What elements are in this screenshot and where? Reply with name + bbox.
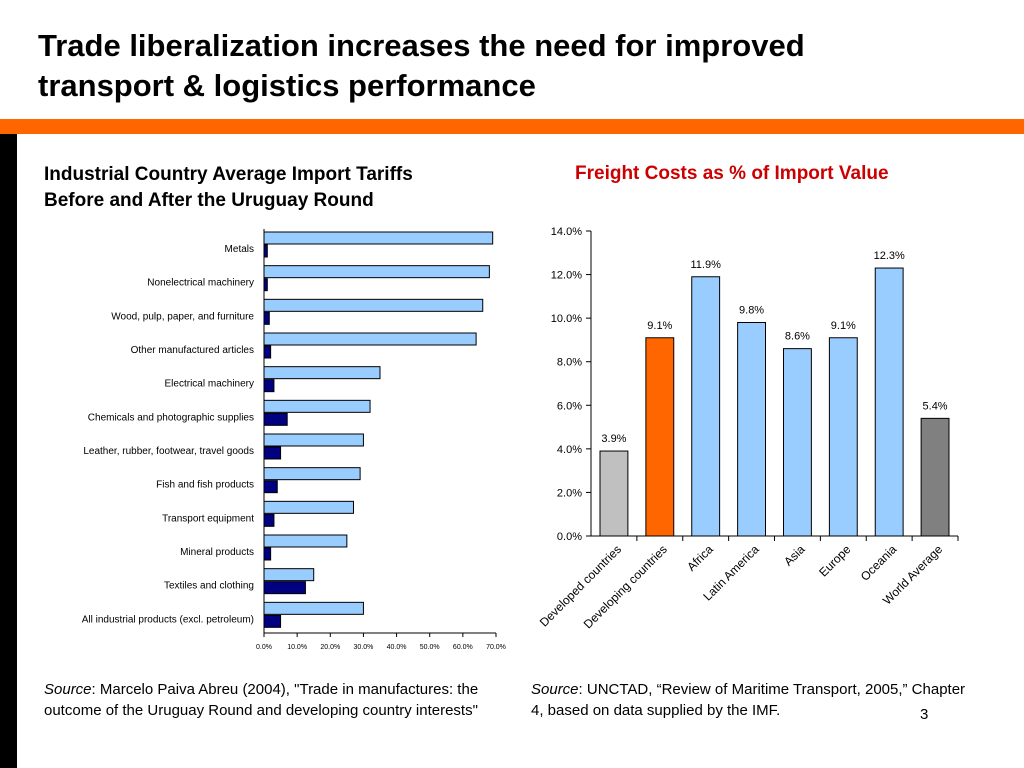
- tariff-x-tick-label: 20.0%: [320, 644, 340, 651]
- orange-divider: [0, 119, 1024, 134]
- tariff-x-tick-label: 70.0%: [486, 644, 506, 651]
- tariff-x-tick-label: 50.0%: [420, 644, 440, 651]
- freight-data-label: 11.9%: [691, 259, 722, 271]
- slide-title: Trade liberalization increases the need …: [38, 26, 998, 106]
- freight-y-tick-label: 10.0%: [551, 313, 582, 325]
- tariff-category-label: Metals: [225, 244, 254, 255]
- freight-bar: [783, 348, 812, 537]
- freight-category-label: Developed countries: [537, 542, 624, 629]
- source-right: Source: UNCTAD, “Review of Maritime Tran…: [531, 679, 981, 721]
- freight-bar: [599, 450, 629, 537]
- tariff-bar-after: [263, 480, 278, 494]
- tariff-category-label: Textiles and clothing: [164, 581, 254, 592]
- tariff-bar-after: [263, 547, 272, 561]
- tariff-bar-after: [263, 513, 275, 527]
- freight-y-tick-label: 4.0%: [557, 444, 582, 456]
- tariff-bar-before: [263, 601, 364, 615]
- left-chart-title-line-2: Before and After the Uruguay Round: [44, 190, 374, 211]
- freight-bar: [874, 267, 904, 537]
- tariff-category-label: Wood, pulp, paper, and furniture: [111, 311, 254, 322]
- tariff-category-label: Transport equipment: [162, 513, 254, 524]
- tariff-bar-chart: Metals Nonelectrical machinery Wood, pulp,…: [82, 229, 506, 651]
- right-chart-title: Freight Costs as % of Import Value: [575, 163, 889, 184]
- tariff-category-label: Nonelectrical machinery: [147, 278, 254, 289]
- source-left: Source: Marcelo Paiva Abreu (2004), "Tra…: [44, 679, 484, 721]
- tariff-bar-before: [263, 298, 484, 312]
- freight-bar: [920, 417, 950, 537]
- freight-data-label: 12.3%: [874, 250, 905, 262]
- tariff-bar-before: [263, 231, 494, 245]
- slide-title-line-1: Trade liberalization increases the need …: [38, 28, 805, 63]
- tariff-bar-before: [263, 500, 354, 514]
- tariff-bar-after: [263, 446, 282, 460]
- tariff-x-tick-label: 40.0%: [387, 644, 407, 651]
- freight-data-label: 5.4%: [923, 400, 948, 412]
- tariff-bar-before: [263, 568, 315, 582]
- freight-bar: [828, 337, 858, 537]
- tariff-x-tick-label: 10.0%: [287, 644, 307, 651]
- freight-category-label: Developing countries: [581, 542, 670, 631]
- freight-bar: [691, 276, 721, 537]
- tariff-bar-before: [263, 534, 348, 548]
- tariff-x-tick-label: 30.0%: [353, 644, 373, 651]
- freight-data-label: 9.8%: [739, 305, 764, 317]
- freight-bar: [645, 337, 675, 537]
- freight-y-tick-label: 14.0%: [551, 226, 582, 238]
- tariff-bar-after: [263, 311, 270, 325]
- freight-y-tick-label: 6.0%: [557, 400, 582, 412]
- freight-y-tick-label: 12.0%: [551, 270, 582, 282]
- tariff-bar-after: [263, 614, 282, 628]
- tariff-bar-before: [263, 433, 364, 447]
- freight-category-label: Oceania: [858, 542, 900, 584]
- freight-y-tick-label: 2.0%: [557, 487, 582, 499]
- page-number: 3: [920, 706, 929, 723]
- freight-data-label: 3.9%: [601, 433, 626, 445]
- tariff-bar-before: [263, 332, 477, 346]
- source-left-label: Source: [44, 681, 92, 698]
- tariff-x-tick-label: 0.0%: [256, 644, 272, 651]
- left-chart-title: Industrial Country Average Import Tariff…: [44, 162, 413, 214]
- tariff-bar-after: [263, 581, 306, 595]
- tariff-bar-after: [263, 412, 288, 426]
- tariff-category-label: Electrical machinery: [165, 379, 254, 390]
- freight-category-label: Europe: [816, 542, 853, 579]
- tariff-bar-before: [263, 467, 361, 481]
- tariff-x-tick-label: 60.0%: [453, 644, 473, 651]
- slide-title-line-2: transport & logistics performance: [38, 68, 536, 103]
- tariff-category-label: Other manufactured articles: [131, 345, 254, 356]
- freight-category-label: Africa: [684, 542, 716, 574]
- freight-y-tick-label: 8.0%: [557, 357, 582, 369]
- tariff-bar-before: [263, 265, 490, 279]
- source-right-label: Source: [531, 681, 579, 698]
- freight-y-tick-label: 0.0%: [557, 531, 582, 543]
- freight-bar: [737, 322, 766, 537]
- freight-data-label: 9.1%: [831, 320, 856, 332]
- freight-data-label: 8.6%: [785, 331, 810, 343]
- left-chart-title-line-1: Industrial Country Average Import Tariff…: [44, 164, 413, 185]
- source-left-text: : Marcelo Paiva Abreu (2004), "Trade in …: [44, 681, 479, 719]
- tariff-category-label: Mineral products: [180, 547, 254, 558]
- tariff-category-label: Chemicals and photographic supplies: [88, 412, 254, 423]
- tariff-bar-after: [263, 345, 272, 359]
- tariff-bar-before: [263, 399, 371, 413]
- tariff-category-label: Leather, rubber, footwear, travel goods: [83, 446, 254, 457]
- tariff-category-label: Fish and fish products: [156, 480, 254, 491]
- tariff-bar-before: [263, 366, 381, 380]
- source-right-text: : UNCTAD, “Review of Maritime Transport,…: [531, 681, 966, 719]
- tariff-bar-after: [263, 379, 275, 393]
- freight-data-label: 9.1%: [647, 320, 672, 332]
- freight-category-label: Asia: [781, 542, 808, 569]
- left-black-bar: [0, 134, 17, 768]
- tariff-category-label: All industrial products (excl. petroleum…: [82, 614, 254, 625]
- freight-cost-bar-chart: 0.0% 2.0% 4.0% 6.0% 8.0% 10.0% 12.0% 14.0% 3.9% D…: [537, 226, 959, 631]
